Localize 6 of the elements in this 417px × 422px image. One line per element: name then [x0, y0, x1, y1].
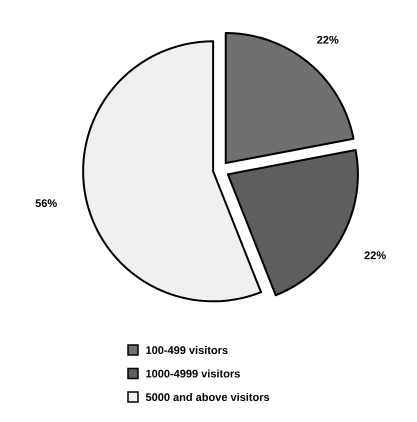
data-label: 22% [364, 251, 386, 260]
legend-label: 5000 and above visitors [146, 392, 270, 402]
legend-label: 1000-4999 visitors [146, 369, 240, 378]
data-label: 56% [35, 199, 57, 208]
data-label: 22% [317, 36, 338, 44]
legend-label: 100-499 visitors [146, 346, 228, 354]
